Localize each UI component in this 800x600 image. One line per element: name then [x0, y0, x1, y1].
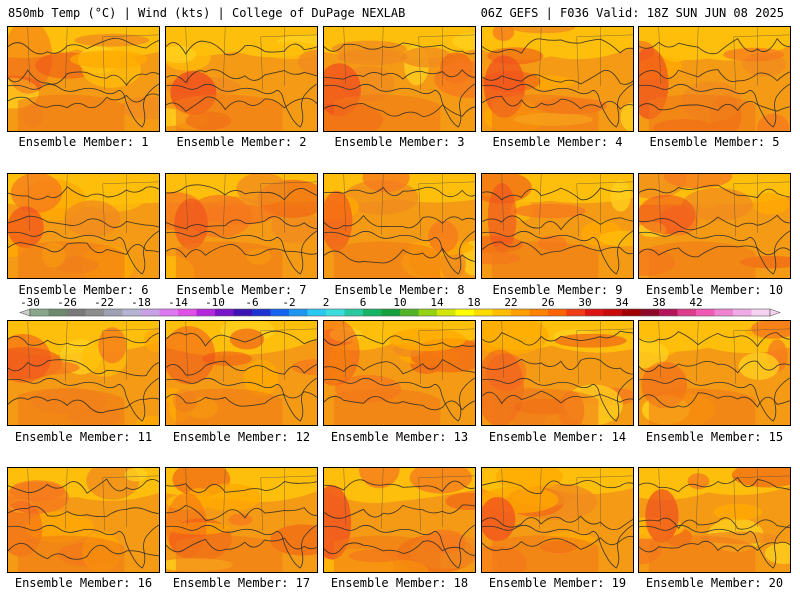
map-graphic — [639, 174, 790, 278]
ensemble-member-label: Ensemble Member: 6 — [18, 283, 149, 297]
ensemble-member-map[interactable] — [481, 467, 634, 573]
colorbar-swatches — [19, 308, 781, 317]
ensemble-member-map[interactable] — [481, 173, 634, 279]
ensemble-member-map[interactable] — [165, 320, 318, 426]
ensemble-member-label: Ensemble Member: 2 — [176, 135, 307, 149]
colorbar-tick-label: -14 — [168, 296, 188, 309]
ensemble-member-label: Ensemble Member: 16 — [14, 576, 153, 590]
ensemble-member-label: Ensemble Member: 11 — [14, 430, 153, 444]
colorbar-tick-label: -2 — [282, 296, 296, 309]
map-graphic — [324, 27, 475, 131]
map-graphic — [8, 321, 159, 425]
map-graphic — [324, 468, 475, 572]
ensemble-member-label: Ensemble Member: 12 — [172, 430, 311, 444]
colorbar-tick-label: 18 — [467, 296, 481, 309]
ensemble-member-map[interactable] — [323, 320, 476, 426]
ensemble-member-map[interactable] — [638, 173, 791, 279]
ensemble-member-label: Ensemble Member: 9 — [492, 283, 623, 297]
colorbar-tick-label: -30 — [20, 296, 40, 309]
colorbar-tick-label: -6 — [245, 296, 259, 309]
map-graphic — [8, 468, 159, 572]
ensemble-member-label: Ensemble Member: 10 — [645, 283, 784, 297]
ensemble-member-map[interactable] — [638, 467, 791, 573]
map-graphic — [482, 27, 633, 131]
temperature-colorbar: -30 -26 -22 -18 -14 -10 -6 -2 2 6 10 14 18 22 26 30 34 38… — [0, 296, 800, 320]
colorbar-tick-label: 14 — [430, 296, 444, 309]
ensemble-member-label: Ensemble Member: 20 — [645, 576, 784, 590]
ensemble-member-map[interactable] — [165, 26, 318, 132]
colorbar-tick-label: 2 — [322, 296, 330, 309]
ensemble-member-map[interactable] — [481, 26, 634, 132]
ensemble-member-label: Ensemble Member: 17 — [172, 576, 311, 590]
ensemble-member-map[interactable] — [7, 26, 160, 132]
ensemble-member-label: Ensemble Member: 18 — [330, 576, 469, 590]
ensemble-member-map[interactable] — [323, 173, 476, 279]
ensemble-member-map[interactable] — [638, 320, 791, 426]
ensemble-member-label: Ensemble Member: 8 — [334, 283, 465, 297]
ensemble-member-label: Ensemble Member: 19 — [488, 576, 627, 590]
ensemble-member-label: Ensemble Member: 3 — [334, 135, 465, 149]
ensemble-member-map[interactable] — [323, 26, 476, 132]
colorbar-tick-label: 26 — [541, 296, 555, 309]
colorbar-tick-label: 30 — [578, 296, 592, 309]
colorbar-tick-label: 42 — [689, 296, 703, 309]
ensemble-member-map[interactable] — [481, 320, 634, 426]
colorbar-tick-label: 10 — [393, 296, 407, 309]
map-graphic — [8, 27, 159, 131]
ensemble-member-label: Ensemble Member: 7 — [176, 283, 307, 297]
map-graphic — [639, 27, 790, 131]
map-graphic — [166, 174, 317, 278]
map-graphic — [639, 468, 790, 572]
map-graphic — [639, 321, 790, 425]
map-graphic — [166, 468, 317, 572]
map-graphic — [166, 27, 317, 131]
ensemble-member-map[interactable] — [7, 320, 160, 426]
map-graphic — [8, 174, 159, 278]
header: 850mb Temp (°C) | Wind (kts) | College o… — [0, 0, 800, 22]
ensemble-member-map[interactable] — [165, 467, 318, 573]
map-graphic — [482, 321, 633, 425]
model-run-valid-time: 06Z GEFS | F036 Valid: 18Z SUN JUN 08 20… — [480, 6, 784, 20]
colorbar-tick-label: 6 — [359, 296, 367, 309]
colorbar-tick-label: -18 — [131, 296, 151, 309]
ensemble-member-map[interactable] — [7, 467, 160, 573]
ensemble-member-label: Ensemble Member: 4 — [492, 135, 623, 149]
map-graphic — [324, 321, 475, 425]
colorbar-tick-label: 22 — [504, 296, 518, 309]
ensemble-member-map[interactable] — [7, 173, 160, 279]
map-graphic — [482, 468, 633, 572]
map-graphic — [166, 321, 317, 425]
ensemble-member-label: Ensemble Member: 15 — [645, 430, 784, 444]
map-graphic — [482, 174, 633, 278]
colorbar-tick-label: 38 — [652, 296, 666, 309]
ensemble-member-label: Ensemble Member: 14 — [488, 430, 627, 444]
colorbar-tick-label: -10 — [205, 296, 225, 309]
ensemble-member-map[interactable] — [323, 467, 476, 573]
colorbar-tick-label: -22 — [94, 296, 114, 309]
product-title: 850mb Temp (°C) | Wind (kts) | College o… — [8, 6, 406, 20]
colorbar-tick-label: -26 — [57, 296, 77, 309]
ensemble-member-map[interactable] — [165, 173, 318, 279]
ensemble-member-label: Ensemble Member: 5 — [649, 135, 780, 149]
ensemble-member-label: Ensemble Member: 13 — [330, 430, 469, 444]
ensemble-member-map[interactable] — [638, 26, 791, 132]
ensemble-member-label: Ensemble Member: 1 — [18, 135, 149, 149]
colorbar-tick-label: 34 — [615, 296, 629, 309]
map-graphic — [324, 174, 475, 278]
